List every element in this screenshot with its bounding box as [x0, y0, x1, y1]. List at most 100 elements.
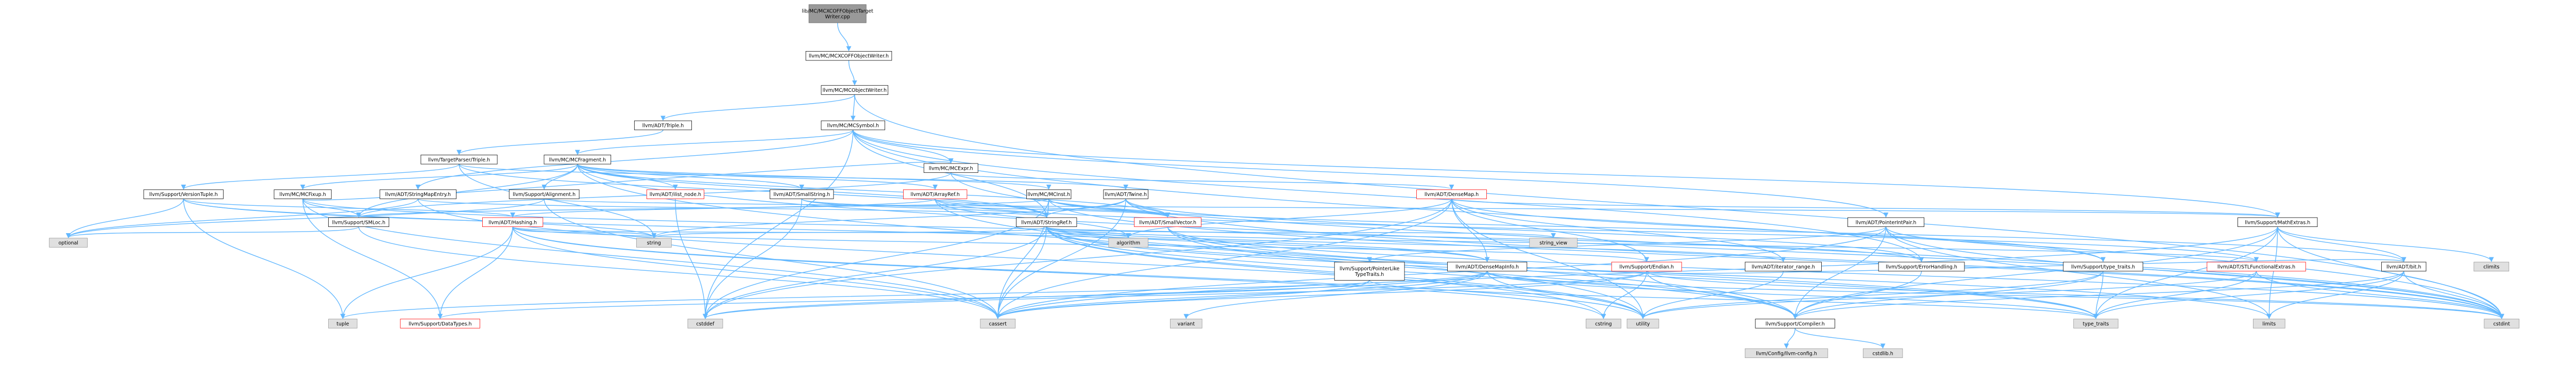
node-box: [274, 189, 332, 199]
node-box: [1108, 238, 1148, 248]
node-label: tuple: [336, 321, 349, 327]
node-llvm-adt-densemapinfo-h[interactable]: llvm/ADT/DenseMapInfo.h: [1447, 261, 1528, 272]
node-llvm-support-alignment-h[interactable]: llvm/Support/Alignment.h: [509, 189, 580, 199]
edge-mathextras-to-limits: [2266, 226, 2278, 319]
node-label: llvm/ADT/PointerIntPair.h: [1856, 220, 1917, 225]
node-llvm-support-mathextras-h[interactable]: llvm/Support/MathExtras.h: [2238, 217, 2318, 227]
edge-stringref-to-densemapinfo: [1046, 226, 1490, 263]
node-llvm-support-errorhandling-h[interactable]: llvm/Support/ErrorHandling.h: [1878, 261, 1965, 272]
edge-errorhandling-to-compiler: [1792, 271, 1922, 319]
node-llvm-support-versiontuple-h[interactable]: llvm/Support/VersionTuple.h: [143, 189, 224, 199]
node-llvm-adt-triple-h[interactable]: llvm/ADT/Triple.h: [634, 120, 692, 130]
node-optional[interactable]: optional: [49, 238, 88, 248]
edge-pointerintpair-to-typetraits_h: [1885, 226, 2106, 263]
node-llvm-adt-hashing-h[interactable]: llvm/ADT/Hashing.h: [482, 217, 544, 227]
node-box: [49, 238, 88, 248]
edge-mcsymbol-to-cstddef: [703, 129, 854, 319]
node-llvm-adt-bit-h[interactable]: llvm/ADT/bit.h: [2381, 261, 2427, 272]
node-algorithm[interactable]: algorithm: [1108, 238, 1148, 248]
node-llvm-adt-stringmapentry-h[interactable]: llvm/ADT/StringMapEntry.h: [379, 189, 456, 199]
edge-bit-to-limits: [2266, 271, 2404, 319]
edge-mcinst-to-smloc: [356, 198, 1049, 218]
node-llvm-mc-mcinst-h[interactable]: llvm/MC/MCInst.h: [1026, 189, 1072, 199]
node-llvm-support-compiler-h[interactable]: llvm/Support/Compiler.h: [1755, 319, 1835, 329]
node-cstdint[interactable]: cstdint: [2484, 319, 2520, 329]
edge-pointerintpair-to-cassert: [995, 226, 1887, 319]
node-limits[interactable]: limits: [2253, 319, 2285, 329]
node-tuple[interactable]: tuple: [328, 319, 358, 329]
node-llvm-mc-mcfragment-h[interactable]: llvm/MC/MCFragment.h: [544, 155, 612, 165]
edge-mcfragment-to-smloc: [356, 164, 578, 218]
node-llvm-mc-mcexpr-h[interactable]: llvm/MC/MCExpr.h: [923, 163, 978, 173]
edge-densemap-to-cstddef: [703, 199, 1452, 319]
edge-mathextras-to-compiler: [1792, 226, 2278, 319]
node-box: [923, 163, 978, 173]
dependency-edges: [65, 23, 2504, 349]
node-box: [980, 319, 1016, 329]
node-llvm-support-endian-h[interactable]: llvm/Support/Endian.h: [1611, 261, 1682, 272]
node-label: type_traits: [2083, 321, 2109, 327]
node-string[interactable]: string: [636, 238, 672, 248]
node-variant[interactable]: variant: [1170, 319, 1202, 329]
edge-ecradix-to-cstring: [1601, 271, 1647, 319]
node-llvm-mc-mcsymbol-h[interactable]: llvm/MC/MCSymbol.h: [821, 120, 885, 130]
node-llvm-support-datatypes-h[interactable]: llvm/Support/DataTypes.h: [400, 319, 480, 329]
edge-versiontuple-to-optional: [65, 199, 184, 238]
edge-mcsymbol-to-mathextras: [853, 129, 2280, 218]
node-label: llvm/Support/Endian.h: [1619, 264, 1674, 270]
node-llvm-support-smloc-h[interactable]: llvm/Support/SMLoc.h: [328, 217, 389, 227]
node-box: [821, 85, 889, 95]
edge-typetraits_h-to-utility: [1640, 271, 2104, 319]
node-llvm-adt-twine-h[interactable]: llvm/ADT/Twine.h: [1103, 189, 1148, 199]
node-llvm-adt-iterator-range-h[interactable]: llvm/ADT/iterator_range.h: [1744, 261, 1822, 272]
node-llvm-adt-arrayref-h[interactable]: llvm/ADT/ArrayRef.h: [903, 189, 968, 199]
node-label: climits: [2483, 264, 2499, 270]
edge-mathextras-to-cstdint: [2277, 226, 2504, 319]
edge-tptriple-to-string: [459, 164, 657, 238]
node-llvm-support-type-traits-h[interactable]: llvm/Support/type_traits.h: [2063, 261, 2143, 272]
node-llvm-adt-densemap-h[interactable]: llvm/ADT/DenseMap.h: [1416, 189, 1487, 199]
node-llvm-mc-mcfixup-h[interactable]: llvm/MC/MCFixup.h: [274, 189, 332, 199]
node-string-view[interactable]: string_view: [1529, 238, 1578, 248]
node-label: llvm/ADT/SmallVector.h: [1139, 220, 1196, 225]
edge-densemap-to-iterator_range: [1451, 199, 1786, 263]
node-llvm-adt-stringref-h[interactable]: llvm/ADT/StringRef.h: [1016, 217, 1077, 227]
node-llvm-adt-stlfunctionalextras-h[interactable]: llvm/ADT/STLFunctionalExtras.h: [2207, 261, 2306, 272]
node-cstring[interactable]: cstring: [1585, 319, 1621, 329]
node-llvm-adt-ilist-node-h[interactable]: llvm/ADT/ilist_node.h: [646, 189, 704, 199]
edge-versiontuple-to-tuple: [183, 199, 346, 319]
node-label: optional: [58, 240, 78, 246]
node-label: llvm/Support/ErrorHandling.h: [1886, 264, 1957, 270]
node-type-traits[interactable]: type_traits: [2073, 319, 2119, 329]
node-box: [1447, 261, 1528, 272]
node-box: [2253, 319, 2285, 329]
node-label: cstring: [1595, 321, 1612, 327]
node-cassert[interactable]: cassert: [980, 319, 1016, 329]
node-utility[interactable]: utility: [1626, 319, 1659, 329]
node-box: [379, 189, 456, 199]
node-cstddef[interactable]: cstddef: [687, 319, 723, 329]
node-climits[interactable]: climits: [2473, 261, 2510, 272]
edge-densemapinfo-to-utility: [1486, 271, 1646, 319]
node-box: [646, 189, 704, 199]
node-box: [2484, 319, 2520, 329]
edge-hashing-to-cassert: [512, 226, 1001, 319]
node-llvm-adt-smallvector-h[interactable]: llvm/ADT/SmallVector.h: [1134, 217, 1201, 227]
node-llvm-adt-pointerintpair-h[interactable]: llvm/ADT/PointerIntPair.h: [1848, 217, 1925, 227]
node-llvm-mc-mcobjectwriter-h[interactable]: llvm/MC/MCObjectWriter.h: [821, 85, 889, 95]
node-label: llvm/ADT/iterator_range.h: [1752, 264, 1815, 270]
node-box: [1134, 217, 1201, 227]
edge-mcxcoff-to-mcobj: [848, 60, 857, 86]
node-llvm-targetparser-triple-h[interactable]: llvm/TargetParser/Triple.h: [420, 155, 498, 165]
edge-ptrliketypetraits-to-type_traits: [1369, 280, 2098, 319]
node-label: string_view: [1539, 240, 1567, 246]
node-llvm-adt-smallstring-h[interactable]: llvm/ADT/SmallString.h: [769, 189, 834, 199]
edge-smloc-to-optional: [66, 226, 359, 238]
edge-mcfragment-to-mcinst: [577, 164, 1052, 190]
edge-pointerintpair-to-limits: [1885, 226, 2272, 319]
node-cstdlib-h[interactable]: cstdlib.h: [1862, 348, 1903, 358]
node-llvm-config-llvm-config-h[interactable]: llvm/Config/llvm-config.h: [1744, 348, 1828, 358]
node-llvm-mc-mcxcoffobjectwriter-h[interactable]: llvm/MC/MCXCOFFObjectWriter.h: [805, 51, 892, 61]
